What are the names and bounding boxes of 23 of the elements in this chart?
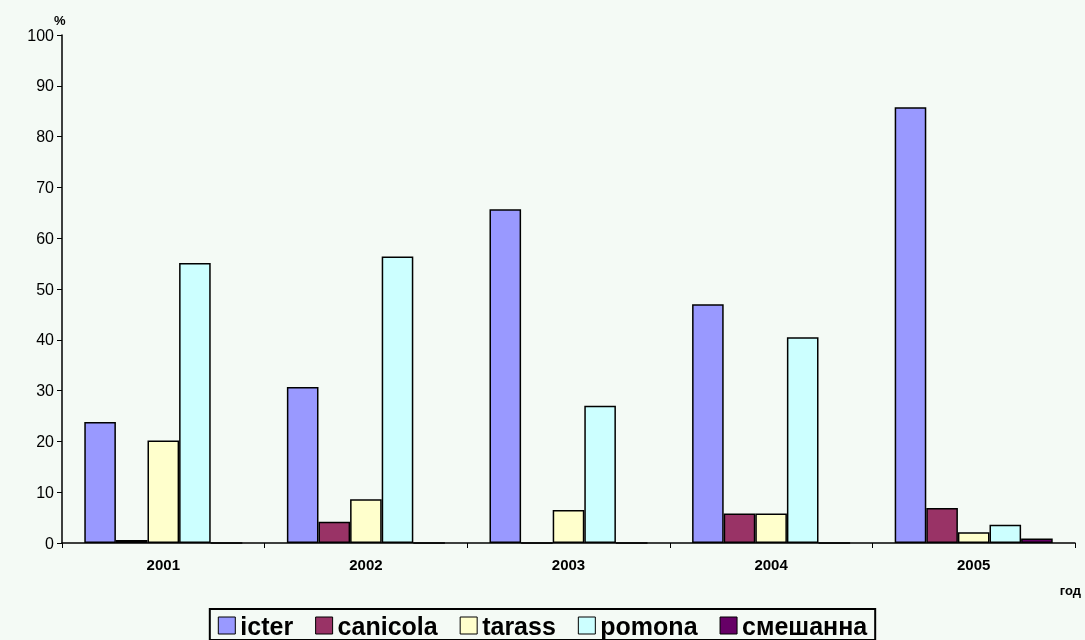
y-tick-label: 0 bbox=[45, 534, 55, 552]
y-tick-label: 10 bbox=[36, 483, 55, 501]
y-tick-label: 60 bbox=[36, 229, 55, 247]
y-tick-label: 20 bbox=[36, 432, 55, 450]
y-tick-label: 30 bbox=[36, 382, 55, 400]
y-tick-label: 70 bbox=[36, 178, 55, 196]
y-tick-label: 50 bbox=[36, 280, 55, 298]
legend-label: icter bbox=[240, 611, 294, 640]
legend-label: смешанна bbox=[742, 611, 869, 640]
x-tick-label: 2004 bbox=[754, 556, 789, 573]
y-tick-label: 80 bbox=[36, 128, 55, 146]
y-tick-label: 90 bbox=[36, 77, 55, 95]
x-tick-label: 2003 bbox=[551, 556, 586, 573]
y-tick-label: 100 bbox=[27, 26, 55, 44]
legend-label: canicola bbox=[337, 611, 439, 640]
x-tick-label: 2005 bbox=[957, 556, 991, 573]
x-tick-label: 2001 bbox=[146, 556, 180, 573]
x-tick-label: 2002 bbox=[349, 556, 383, 573]
legend-label: pomona bbox=[600, 611, 699, 640]
legend-label: tarass bbox=[482, 611, 556, 640]
y-axis-title: % bbox=[54, 13, 66, 29]
y-tick-label: 40 bbox=[36, 331, 55, 349]
x-axis-title: год bbox=[1059, 583, 1082, 598]
